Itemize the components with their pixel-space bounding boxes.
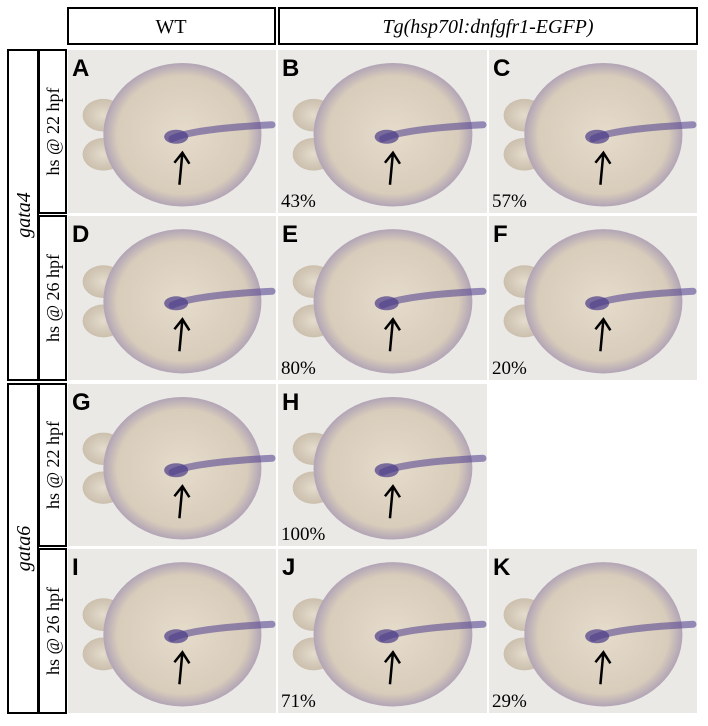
panel-letter: D — [72, 221, 89, 248]
panel: D — [68, 216, 276, 380]
arrow — [173, 317, 191, 352]
arrow — [594, 317, 612, 352]
expression-spot — [374, 629, 399, 644]
panel: A — [68, 50, 276, 213]
expression-spot — [164, 463, 189, 478]
panel-letter: H — [282, 389, 299, 416]
expression-spot — [585, 296, 610, 311]
panel-letter: E — [282, 221, 298, 248]
condition-box — [38, 548, 67, 714]
percentage: 57% — [492, 191, 527, 212]
panel: C 57% — [489, 50, 697, 213]
panel: I — [68, 549, 276, 713]
panel-letter: C — [493, 55, 510, 82]
panel-letter: I — [72, 554, 79, 581]
panel-letter: A — [72, 55, 89, 82]
arrow — [594, 150, 612, 185]
panel: F 20% — [489, 216, 697, 380]
panel: H 100% — [278, 384, 487, 546]
arrow — [173, 150, 191, 185]
arrow — [173, 484, 191, 519]
arrow — [383, 484, 402, 519]
panel: G — [68, 384, 276, 546]
percentage: 43% — [281, 191, 316, 212]
arrow — [383, 317, 402, 352]
panel: J 71% — [278, 549, 487, 713]
gene-label: gata4 — [13, 192, 35, 238]
condition-label: hs @ 26 hpf — [43, 254, 63, 342]
percentage: 80% — [281, 358, 316, 379]
expression-spot — [585, 629, 610, 644]
panel-letter: G — [72, 389, 91, 416]
header-box — [67, 7, 276, 45]
percentage: 71% — [281, 691, 316, 712]
expression-spot — [164, 629, 189, 644]
percentage: 29% — [492, 691, 527, 712]
panel-letter: K — [493, 554, 511, 581]
header-box — [278, 7, 698, 45]
condition-label: hs @ 22 hpf — [43, 87, 63, 175]
arrow — [173, 650, 191, 685]
panel-letter: B — [282, 55, 299, 82]
panel-letter: F — [493, 221, 508, 248]
expression-spot — [374, 463, 399, 478]
condition-box — [38, 383, 67, 547]
expression-spot — [585, 129, 610, 144]
expression-spot — [164, 296, 189, 311]
condition-box — [38, 49, 67, 214]
expression-spot — [164, 129, 189, 144]
column-header: WT — [155, 16, 186, 38]
gene-label: gata6 — [13, 526, 35, 572]
expression-spot — [374, 129, 399, 144]
arrow — [383, 150, 402, 185]
panel: B 43% — [278, 50, 487, 213]
panel: E 80% — [278, 216, 487, 380]
condition-box — [38, 215, 67, 381]
expression-spot — [374, 296, 399, 311]
percentage: 20% — [492, 358, 527, 379]
arrow — [383, 650, 402, 685]
panel: K 29% — [489, 549, 697, 713]
percentage: 100% — [281, 524, 326, 545]
column-header: Tg(hsp70l:dnfgfr1-EGFP) — [382, 16, 593, 38]
panel-letter: J — [282, 554, 295, 581]
condition-label: hs @ 22 hpf — [43, 421, 63, 509]
condition-label: hs @ 26 hpf — [43, 587, 63, 675]
arrow — [594, 650, 612, 685]
